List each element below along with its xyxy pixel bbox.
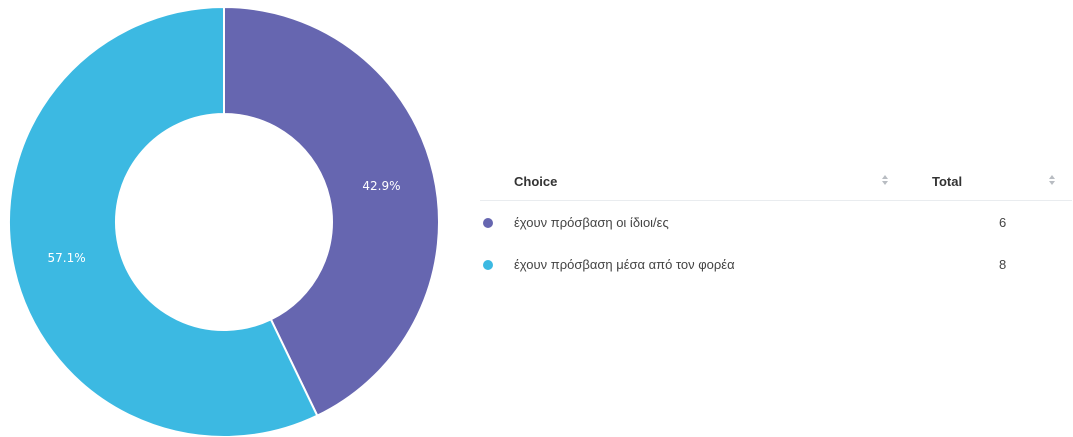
- legend-dot-icon: [483, 260, 493, 270]
- donut-chart: 42.9% 57.1%: [7, 5, 440, 437]
- sort-icon[interactable]: [881, 173, 889, 187]
- choice-table: Choice Total έχουν πρόσβαση οι ίδιοι/ες …: [480, 162, 1072, 285]
- row-label: έχουν πρόσβαση μέσα από τον φορέα: [514, 257, 735, 272]
- table-header: Choice Total: [480, 162, 1072, 201]
- row-label: έχουν πρόσβαση οι ίδιοι/ες: [514, 215, 669, 230]
- sort-icon[interactable]: [1048, 173, 1056, 187]
- table-row: έχουν πρόσβαση οι ίδιοι/ες 6: [480, 201, 1072, 243]
- row-total: 8: [999, 257, 1007, 272]
- slice-percent-label: 42.9%: [362, 179, 400, 193]
- choice-column-header[interactable]: Choice: [514, 174, 558, 189]
- legend-dot-icon: [483, 218, 493, 228]
- donut-slice[interactable]: [7, 5, 319, 437]
- total-column-header[interactable]: Total: [932, 174, 963, 189]
- table-row: έχουν πρόσβαση μέσα από τον φορέα 8: [480, 243, 1072, 285]
- slice-percent-label: 57.1%: [47, 251, 85, 265]
- donut-slice[interactable]: [223, 5, 440, 418]
- row-total: 6: [999, 215, 1007, 230]
